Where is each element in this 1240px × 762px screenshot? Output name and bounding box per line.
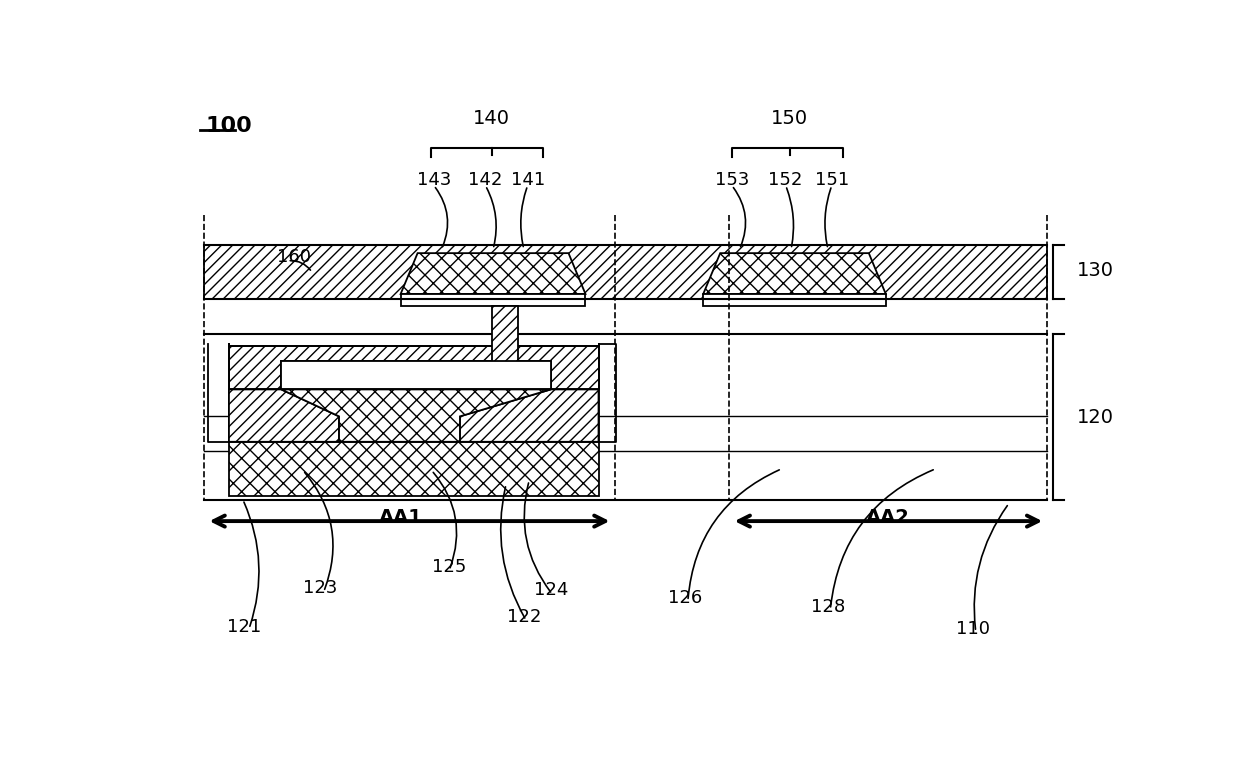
Text: 125: 125 [432,558,466,575]
Text: 124: 124 [533,581,568,600]
Polygon shape [460,389,599,442]
Text: 152: 152 [769,171,802,189]
Text: AA2: AA2 [866,507,910,527]
Text: 122: 122 [507,607,541,626]
Text: AA1: AA1 [378,507,423,527]
Text: 153: 153 [714,171,749,189]
Text: 126: 126 [668,589,703,607]
Text: 130: 130 [1076,261,1114,280]
Polygon shape [281,361,551,389]
Bar [401,294,585,306]
Text: 123: 123 [303,579,337,597]
Bar [703,294,885,306]
Polygon shape [491,306,518,366]
Text: 110: 110 [956,620,990,638]
Text: 121: 121 [227,617,262,636]
Polygon shape [703,253,885,294]
Text: 128: 128 [811,598,846,616]
Polygon shape [229,345,599,389]
Text: 140: 140 [472,110,510,129]
Text: 151: 151 [815,171,849,189]
Polygon shape [229,389,339,442]
Polygon shape [281,389,551,442]
Text: 141: 141 [511,171,544,189]
Polygon shape [401,253,585,294]
Text: 100: 100 [206,116,253,136]
Text: 143: 143 [417,171,451,189]
Text: 120: 120 [1076,408,1114,427]
Bar [229,442,599,496]
Text: 142: 142 [469,171,502,189]
Bar [205,245,1048,299]
Text: 160: 160 [278,248,311,266]
Text: 150: 150 [771,110,808,129]
